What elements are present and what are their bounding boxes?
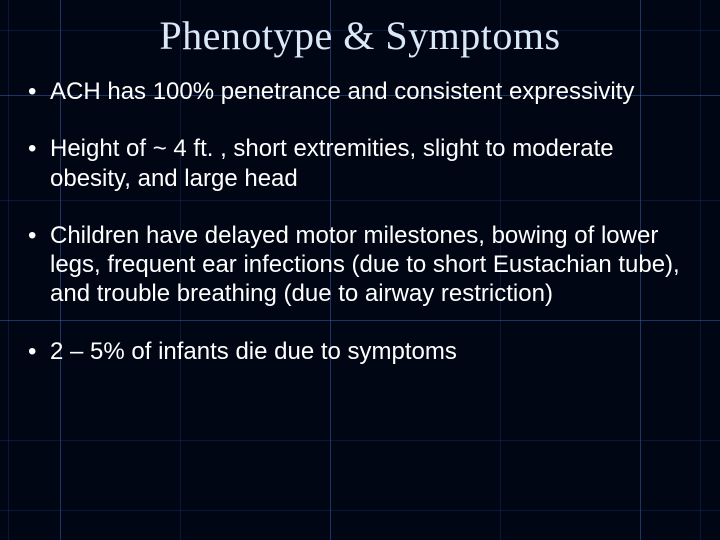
list-item: 2 – 5% of infants die due to symptoms: [28, 337, 692, 366]
slide-title: Phenotype & Symptoms: [28, 12, 692, 59]
list-item: Height of ~ 4 ft. , short extremities, s…: [28, 134, 692, 193]
slide: Phenotype & Symptoms ACH has 100% penetr…: [0, 0, 720, 540]
bullet-list: ACH has 100% penetrance and consistent e…: [28, 77, 692, 366]
list-item: ACH has 100% penetrance and consistent e…: [28, 77, 692, 106]
list-item: Children have delayed motor milestones, …: [28, 221, 692, 309]
